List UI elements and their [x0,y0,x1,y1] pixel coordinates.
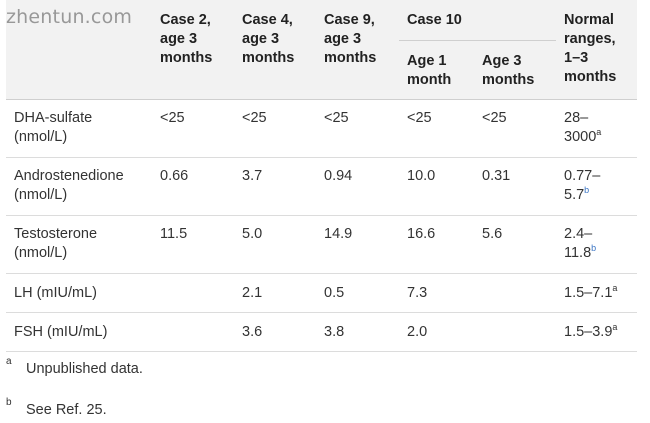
cell-case4: 2.1 [234,273,316,313]
table-row: FSH (mIU/mL) 3.6 3.8 2.0 1.5–3.9a [6,312,637,352]
footnote-text: See Ref. 25. [26,402,107,418]
cell-case10-age1: 7.3 [399,273,474,313]
footnote-mark: b [6,397,12,408]
table-row: Androstenedione (nmol/L) 0.66 3.7 0.94 10… [6,157,637,216]
watermark: zhentun.com [6,6,133,28]
footnote-ref-link[interactable]: b [591,243,597,254]
cell-case10-age1: 10.0 [399,157,474,216]
header-case9: Case 9, age 3 months [316,0,399,100]
cell-normal-range: 2.4– 11.8b [556,215,637,274]
cell-case10-age1: <25 [399,99,474,158]
cell-normal-range: 1.5–3.9a [556,312,637,352]
footnote-ref[interactable]: a [596,127,602,138]
cell-normal-range: 1.5–7.1a [556,273,637,313]
cell-case10-age3 [474,312,556,352]
table-body: DHA-sulfate (nmol/L) <25 <25 <25 <25 <25 … [6,99,637,352]
footnote-text: Unpublished data. [26,361,143,377]
cell-case9: 14.9 [316,215,399,274]
cell-case2: <25 [152,99,234,158]
cell-case2: 11.5 [152,215,234,274]
cell-parameter: FSH (mIU/mL) [6,312,152,352]
header-case4: Case 4, age 3 months [234,0,316,100]
header-normal-ranges: Normal ranges, 1–3 months [556,0,637,100]
cell-case10-age1: 16.6 [399,215,474,274]
cell-parameter: Androstenedione (nmol/L) [6,157,152,216]
cell-normal-range: 0.77– 5.7b [556,157,637,216]
cell-case10-age1: 2.0 [399,312,474,352]
footnote-ref[interactable]: a [612,283,618,294]
cell-case9: 3.8 [316,312,399,352]
data-table: Parameter Case 2, age 3 months Case 4, age … [6,0,637,352]
footnote-mark: a [6,356,12,367]
cell-case10-age3: 5.6 [474,215,556,274]
cell-case10-age3: 0.31 [474,157,556,216]
cell-parameter: Testosterone (nmol/L) [6,215,152,274]
cell-case4: 5.0 [234,215,316,274]
footnote-ref-link[interactable]: b [584,185,590,196]
cell-case9: 0.94 [316,157,399,216]
table-row: DHA-sulfate (nmol/L) <25 <25 <25 <25 <25 … [6,99,637,158]
cell-case10-age3: <25 [474,99,556,158]
header-case2: Case 2, age 3 months [152,0,234,100]
footnote-ref[interactable]: a [612,322,618,333]
header-case10: Case 10 [399,0,556,41]
cell-normal-range: 28– 3000a [556,99,637,158]
table-header: Parameter Case 2, age 3 months Case 4, age … [6,0,637,100]
header-case10-age1: Age 1 month [399,40,474,100]
cell-case4: 3.6 [234,312,316,352]
cell-case9: <25 [316,99,399,158]
cell-parameter: LH (mIU/mL) [6,273,152,313]
cell-case9: 0.5 [316,273,399,313]
header-parameter: Parameter [6,0,152,100]
cell-case4: 3.7 [234,157,316,216]
table-row: Testosterone (nmol/L) 11.5 5.0 14.9 16.6 … [6,215,637,274]
cell-case10-age3 [474,273,556,313]
cell-parameter: DHA-sulfate (nmol/L) [6,99,152,158]
cell-case2 [152,273,234,313]
cell-case4: <25 [234,99,316,158]
table-row: LH (mIU/mL) 2.1 0.5 7.3 1.5–7.1a [6,273,637,313]
header-case10-age3: Age 3 months [474,40,556,100]
cell-case2: 0.66 [152,157,234,216]
cell-case2 [152,312,234,352]
